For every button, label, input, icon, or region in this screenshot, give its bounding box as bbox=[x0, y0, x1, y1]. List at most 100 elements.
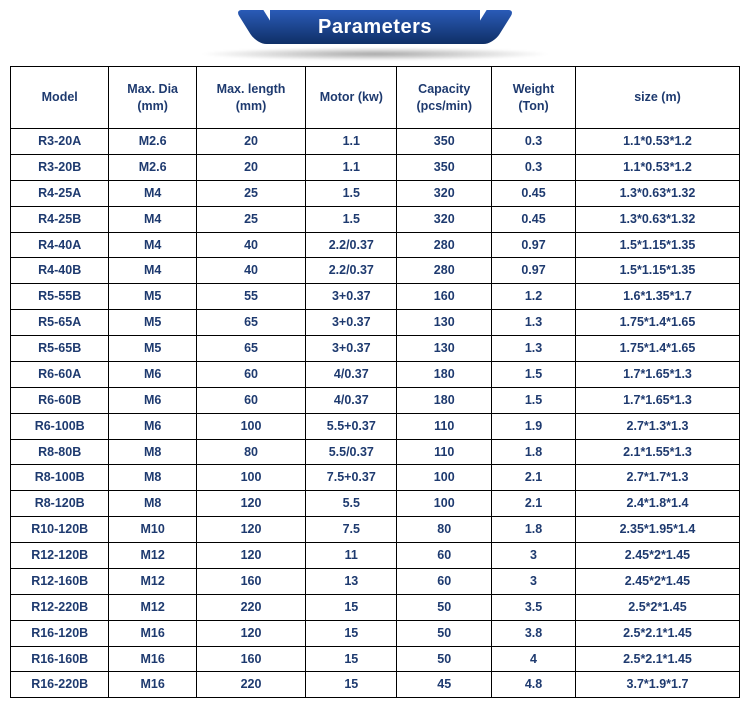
table-cell: R10-120B bbox=[11, 517, 109, 543]
table-cell: 120 bbox=[196, 517, 305, 543]
table-row: R4-25AM4251.53200.451.3*0.63*1.32 bbox=[11, 180, 740, 206]
table-cell: 1.8 bbox=[492, 517, 576, 543]
table-cell: 5.5/0.37 bbox=[306, 439, 397, 465]
table-cell: 180 bbox=[397, 361, 492, 387]
table-cell: R3-20A bbox=[11, 129, 109, 155]
table-cell: M6 bbox=[109, 387, 196, 413]
table-row: R3-20BM2.6201.13500.31.1*0.53*1.2 bbox=[11, 154, 740, 180]
table-cell: 120 bbox=[196, 543, 305, 569]
col-size: size (m) bbox=[575, 67, 739, 129]
table-header-row: Model Max. Dia (mm) Max. length (mm) Mot… bbox=[11, 67, 740, 129]
table-cell: 60 bbox=[196, 387, 305, 413]
table-row: R8-100BM81007.5+0.371002.12.7*1.7*1.3 bbox=[11, 465, 740, 491]
parameters-table: Model Max. Dia (mm) Max. length (mm) Mot… bbox=[10, 66, 740, 698]
table-cell: R8-80B bbox=[11, 439, 109, 465]
table-cell: R12-160B bbox=[11, 568, 109, 594]
table-cell: 40 bbox=[196, 258, 305, 284]
table-cell: 1.3 bbox=[492, 310, 576, 336]
table-cell: 1.1 bbox=[306, 129, 397, 155]
table-cell: 100 bbox=[397, 465, 492, 491]
table-cell: M4 bbox=[109, 206, 196, 232]
table-cell: M12 bbox=[109, 594, 196, 620]
table-cell: 80 bbox=[196, 439, 305, 465]
table-cell: 120 bbox=[196, 491, 305, 517]
table-cell: 120 bbox=[196, 620, 305, 646]
table-cell: 0.97 bbox=[492, 258, 576, 284]
table-row: R6-100BM61005.5+0.371101.92.7*1.3*1.3 bbox=[11, 413, 740, 439]
table-cell: 20 bbox=[196, 129, 305, 155]
col-max-length: Max. length (mm) bbox=[196, 67, 305, 129]
table-cell: M10 bbox=[109, 517, 196, 543]
table-cell: M6 bbox=[109, 361, 196, 387]
table-cell: 2.35*1.95*1.4 bbox=[575, 517, 739, 543]
table-cell: 60 bbox=[397, 568, 492, 594]
table-row: R6-60AM6604/0.371801.51.7*1.65*1.3 bbox=[11, 361, 740, 387]
table-cell: 50 bbox=[397, 594, 492, 620]
col-weight: Weight (Ton) bbox=[492, 67, 576, 129]
table-cell: 130 bbox=[397, 310, 492, 336]
table-cell: 1.75*1.4*1.65 bbox=[575, 336, 739, 362]
table-cell: R5-65A bbox=[11, 310, 109, 336]
table-cell: M2.6 bbox=[109, 129, 196, 155]
table-cell: R8-100B bbox=[11, 465, 109, 491]
table-cell: 160 bbox=[196, 568, 305, 594]
table-cell: 110 bbox=[397, 413, 492, 439]
table-cell: 15 bbox=[306, 646, 397, 672]
table-cell: 1.5*1.15*1.35 bbox=[575, 232, 739, 258]
table-row: R12-220BM1222015503.52.5*2*1.45 bbox=[11, 594, 740, 620]
table-cell: 40 bbox=[196, 232, 305, 258]
table-cell: 0.45 bbox=[492, 180, 576, 206]
table-row: R4-40BM4402.2/0.372800.971.5*1.15*1.35 bbox=[11, 258, 740, 284]
table-cell: 180 bbox=[397, 387, 492, 413]
table-cell: 1.6*1.35*1.7 bbox=[575, 284, 739, 310]
table-row: R5-55BM5553+0.371601.21.6*1.35*1.7 bbox=[11, 284, 740, 310]
table-cell: 3.7*1.9*1.7 bbox=[575, 672, 739, 698]
table-cell: 3 bbox=[492, 543, 576, 569]
table-cell: R4-25A bbox=[11, 180, 109, 206]
table-cell: 11 bbox=[306, 543, 397, 569]
table-cell: 3+0.37 bbox=[306, 310, 397, 336]
table-cell: 15 bbox=[306, 672, 397, 698]
table-cell: 1.7*1.65*1.3 bbox=[575, 361, 739, 387]
table-row: R4-40AM4402.2/0.372800.971.5*1.15*1.35 bbox=[11, 232, 740, 258]
table-cell: 4/0.37 bbox=[306, 387, 397, 413]
table-cell: M4 bbox=[109, 232, 196, 258]
table-cell: 5.5+0.37 bbox=[306, 413, 397, 439]
table-cell: R6-100B bbox=[11, 413, 109, 439]
table-row: R8-80BM8805.5/0.371101.82.1*1.55*1.3 bbox=[11, 439, 740, 465]
table-cell: R4-40A bbox=[11, 232, 109, 258]
table-cell: R5-55B bbox=[11, 284, 109, 310]
table-cell: 160 bbox=[397, 284, 492, 310]
table-cell: R16-120B bbox=[11, 620, 109, 646]
table-body: R3-20AM2.6201.13500.31.1*0.53*1.2R3-20BM… bbox=[11, 129, 740, 698]
table-cell: M4 bbox=[109, 258, 196, 284]
table-cell: 0.3 bbox=[492, 129, 576, 155]
table-cell: 55 bbox=[196, 284, 305, 310]
table-cell: 110 bbox=[397, 439, 492, 465]
table-cell: 2.2/0.37 bbox=[306, 258, 397, 284]
table-cell: 1.5 bbox=[492, 387, 576, 413]
table-row: R8-120BM81205.51002.12.4*1.8*1.4 bbox=[11, 491, 740, 517]
table-cell: 280 bbox=[397, 232, 492, 258]
table-cell: 1.7*1.65*1.3 bbox=[575, 387, 739, 413]
col-max-dia: Max. Dia (mm) bbox=[109, 67, 196, 129]
table-cell: 2.45*2*1.45 bbox=[575, 543, 739, 569]
table-cell: M12 bbox=[109, 568, 196, 594]
table-cell: 25 bbox=[196, 180, 305, 206]
table-cell: R4-25B bbox=[11, 206, 109, 232]
table-cell: 3+0.37 bbox=[306, 284, 397, 310]
table-cell: 7.5 bbox=[306, 517, 397, 543]
table-cell: 1.5 bbox=[492, 361, 576, 387]
table-cell: 50 bbox=[397, 620, 492, 646]
table-cell: 100 bbox=[397, 491, 492, 517]
table-cell: M2.6 bbox=[109, 154, 196, 180]
banner-title: Parameters bbox=[270, 10, 480, 44]
table-cell: 1.3 bbox=[492, 336, 576, 362]
table-cell: 2.5*2*1.45 bbox=[575, 594, 739, 620]
table-cell: 220 bbox=[196, 672, 305, 698]
table-cell: 15 bbox=[306, 594, 397, 620]
page-container: Parameters Model Max. Dia (mm) Max. leng… bbox=[0, 0, 750, 716]
col-capacity: Capacity (pcs/min) bbox=[397, 67, 492, 129]
table-cell: R16-160B bbox=[11, 646, 109, 672]
table-row: R4-25BM4251.53200.451.3*0.63*1.32 bbox=[11, 206, 740, 232]
